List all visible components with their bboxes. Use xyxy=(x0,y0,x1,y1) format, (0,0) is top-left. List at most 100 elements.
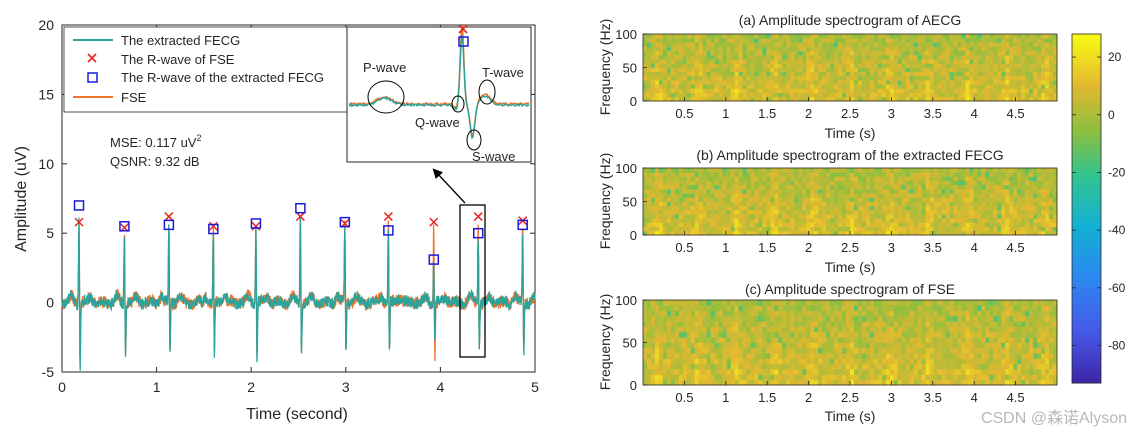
spectrogram-cell xyxy=(658,358,664,365)
spectrogram-cell xyxy=(818,205,823,211)
spectrogram-cell xyxy=(893,226,899,232)
spectrogram-cell xyxy=(921,34,927,39)
spectrogram-cell xyxy=(977,315,982,322)
spectrogram-cell xyxy=(806,300,811,306)
spectrogram-cell xyxy=(662,214,668,219)
spectrogram-cell xyxy=(830,218,835,223)
spectrogram-cell xyxy=(798,342,803,349)
spectrogram-cell xyxy=(782,34,787,39)
spectrogram-cell xyxy=(850,326,855,333)
spectrogram-cell xyxy=(706,321,712,327)
fecg-rwave-marker xyxy=(73,200,85,211)
spectrogram-cell xyxy=(913,168,919,173)
spectrogram-cell xyxy=(941,347,946,354)
spectrogram-cell xyxy=(814,379,819,386)
spectrogram-cell xyxy=(909,331,915,338)
spectrogram-cell xyxy=(941,63,946,68)
spectrogram-cell xyxy=(794,63,799,68)
spectrogram-cell xyxy=(822,201,827,207)
spectrogram-cell xyxy=(714,63,720,68)
spectrogram-cell xyxy=(710,300,716,306)
spectrogram-cell xyxy=(678,315,684,322)
spectrogram-cell xyxy=(1005,379,1010,386)
spectrogram-cell xyxy=(834,205,839,211)
spectrogram-cell xyxy=(834,347,839,354)
spectrogram-cell xyxy=(857,188,863,194)
spectrogram-cell xyxy=(754,63,759,68)
spectrogram-cell xyxy=(750,46,755,52)
spectrogram-cell xyxy=(678,172,684,177)
spectrogram-cell xyxy=(929,34,934,39)
spectrogram-cell xyxy=(969,59,974,64)
spectrogram-cell xyxy=(798,184,803,190)
spectrogram-cell xyxy=(913,310,919,317)
spectrogram-cell xyxy=(1033,222,1038,228)
spectrogram-cell xyxy=(1021,38,1026,43)
spectrogram-cell xyxy=(682,337,688,343)
spectrogram-cell xyxy=(826,353,831,359)
spectrogram-cell xyxy=(802,80,807,85)
spectrogram-cell xyxy=(714,315,720,322)
spectrogram-cell xyxy=(877,80,883,85)
spectrogram-cell xyxy=(662,46,668,52)
spectrogram-cell xyxy=(873,230,879,236)
spectrogram-cell xyxy=(794,193,799,198)
spectrogram-cell xyxy=(762,201,767,207)
spectrogram-cell xyxy=(989,331,994,338)
spectrogram-cell xyxy=(778,205,783,211)
spectrogram-cell xyxy=(794,34,799,39)
spectrogram-cell xyxy=(802,71,807,77)
spectrogram-cell xyxy=(766,54,771,60)
spectrogram-cell xyxy=(754,75,759,81)
spectrogram-cell xyxy=(738,222,743,228)
spectrogram-cell xyxy=(766,218,771,223)
mse-annotation: MSE: 0.117 uV2 xyxy=(110,133,202,150)
spectrogram-cell xyxy=(770,193,775,198)
spectrogram-cell xyxy=(662,176,668,181)
spectrogram-cell xyxy=(658,50,664,56)
spectrogram-cell xyxy=(901,67,907,73)
spectrogram-cell xyxy=(1049,172,1054,177)
spectrogram-cell xyxy=(714,188,720,194)
spectrogram-cell xyxy=(698,209,704,215)
spectrogram-cell xyxy=(798,197,803,202)
fse-rwave-marker xyxy=(208,221,218,231)
spectrogram-cell xyxy=(973,310,978,317)
spectrogram-cell xyxy=(686,71,692,77)
spectrogram-cell xyxy=(658,326,664,333)
spectrogram-cell xyxy=(662,363,668,370)
spectrogram-cell xyxy=(762,379,767,386)
spectrogram-cell xyxy=(682,88,688,94)
spectrogram-cell xyxy=(690,75,696,81)
spectrogram-cell xyxy=(846,197,851,202)
spectrogram-cell xyxy=(734,46,739,52)
spectrogram-cell xyxy=(726,168,731,173)
spectrogram-cell xyxy=(993,226,998,232)
spectrogram-cell xyxy=(933,358,938,365)
spectrogram-cell xyxy=(810,63,815,68)
fecg-rwave-marker xyxy=(383,225,394,236)
spectrogram-cell xyxy=(1045,96,1050,102)
spectrogram-cell xyxy=(933,305,938,312)
spectrogram-cell xyxy=(698,75,704,81)
spectrogram-cell xyxy=(766,84,771,89)
spectrogram-c: (c) Amplitude spectrogram of FSE 0.5 1 1.5… xyxy=(597,281,1058,424)
spectrogram-cell xyxy=(742,326,747,333)
spectrogram-cell xyxy=(913,331,919,338)
spectrogram-cell xyxy=(678,353,684,359)
spectrogram-cell xyxy=(941,379,946,386)
spectrogram-cell xyxy=(794,326,799,333)
spectrogram-cell xyxy=(949,353,954,359)
spectrogram-cell xyxy=(822,222,827,228)
spectrogram-cell xyxy=(865,205,871,211)
spectrogram-cell xyxy=(698,315,704,322)
spectrogram-cell xyxy=(1001,50,1006,56)
spectrogram-cell xyxy=(897,347,903,354)
spectrogram-cell xyxy=(917,326,923,333)
spectrogram-cell xyxy=(686,300,692,306)
spectrogram-cell xyxy=(818,46,823,52)
spectrogram-cell xyxy=(794,230,799,236)
spectrogram-cell xyxy=(925,168,931,173)
spectrogram-cell xyxy=(937,218,942,223)
spectrogram-cell xyxy=(698,218,704,223)
